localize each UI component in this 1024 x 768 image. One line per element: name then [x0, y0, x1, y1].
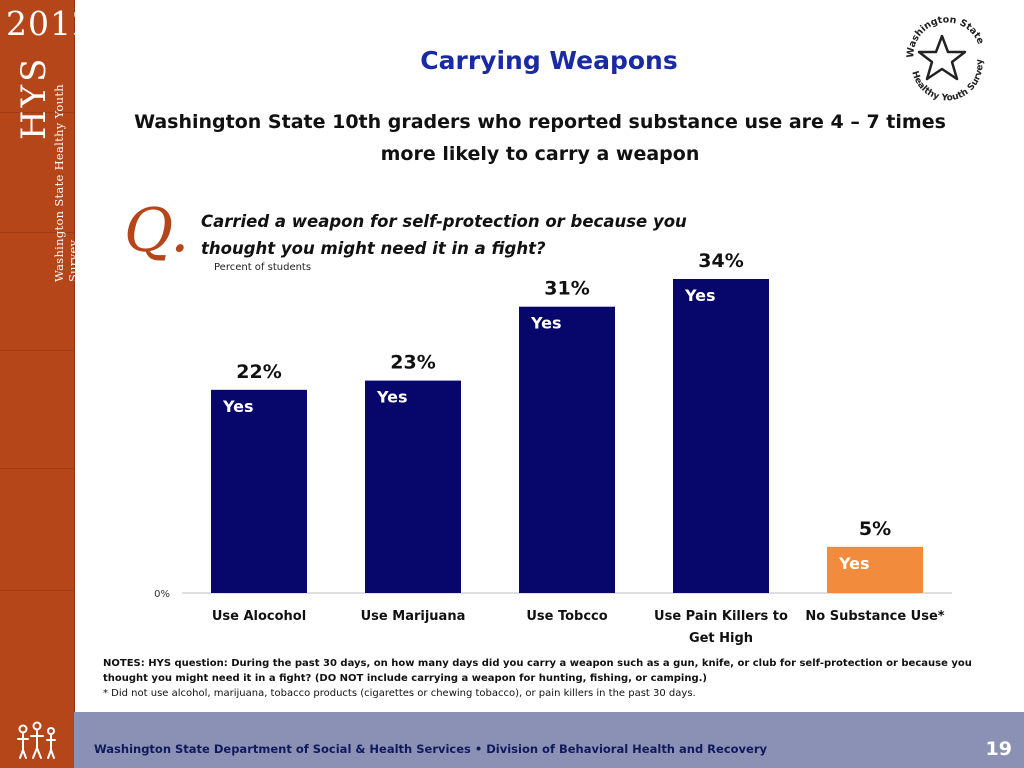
notes-footnote: * Did not use alcohol, marijuana, tobacc…	[103, 688, 696, 699]
question-mark-glyph: Q.	[124, 196, 190, 266]
y-tick-label-0: 0%	[154, 589, 170, 600]
category-label-5: No Substance Use*	[805, 609, 944, 624]
bar-text-5: Yes	[838, 554, 870, 573]
y-axis-label: Percent of students	[214, 262, 312, 273]
value-label-2: 23%	[390, 352, 435, 374]
category-label-4-line-1: Use Pain Killers to	[654, 609, 788, 624]
sidebar-band	[0, 350, 74, 351]
sidebar-band	[0, 112, 74, 113]
value-label-5: 5%	[859, 518, 891, 540]
bar-text-3: Yes	[530, 314, 562, 333]
value-label-1: 22%	[236, 361, 281, 383]
value-label-3: 31%	[544, 278, 589, 300]
footer-text: Washington State Department of Social & …	[94, 742, 768, 756]
sidebar-band	[0, 590, 74, 591]
sidebar-band	[0, 468, 74, 469]
survey-year: 2012	[6, 4, 94, 43]
footer-logo-block	[0, 712, 74, 768]
category-label-2: Use Marijuana	[361, 609, 466, 624]
bar-text-1: Yes	[222, 397, 254, 416]
category-label-1: Use Alocohol	[212, 609, 306, 624]
category-label-4-line-2: Get High	[689, 631, 753, 646]
notes-main: NOTES: HYS question: During the past 30 …	[103, 658, 972, 684]
star-icon	[917, 34, 967, 81]
survey-star-logo: Washington State Healthy Youth Survey	[905, 14, 986, 103]
footer: Washington State Department of Social & …	[0, 712, 1024, 768]
bar-text-2: Yes	[376, 388, 408, 407]
slide-subtitle: Washington State 10th graders who report…	[134, 111, 946, 165]
value-label-4: 34%	[698, 250, 743, 272]
slide-title: Carrying Weapons	[420, 46, 678, 75]
sidebar	[0, 0, 75, 712]
category-label-3: Use Tobcco	[526, 609, 607, 624]
notes: NOTES: HYS question: During the past 30 …	[103, 656, 973, 701]
survey-question: Carried a weapon for self-protection or …	[201, 212, 687, 258]
bar-3	[519, 306, 615, 593]
people-icon	[17, 721, 56, 759]
bar-4	[673, 279, 769, 593]
bar-text-4: Yes	[684, 286, 716, 305]
sidebar-band	[0, 232, 74, 233]
bar-5	[827, 546, 923, 593]
bar-2	[365, 380, 461, 593]
bar-1	[211, 389, 307, 593]
page-number: 19	[985, 738, 1012, 760]
